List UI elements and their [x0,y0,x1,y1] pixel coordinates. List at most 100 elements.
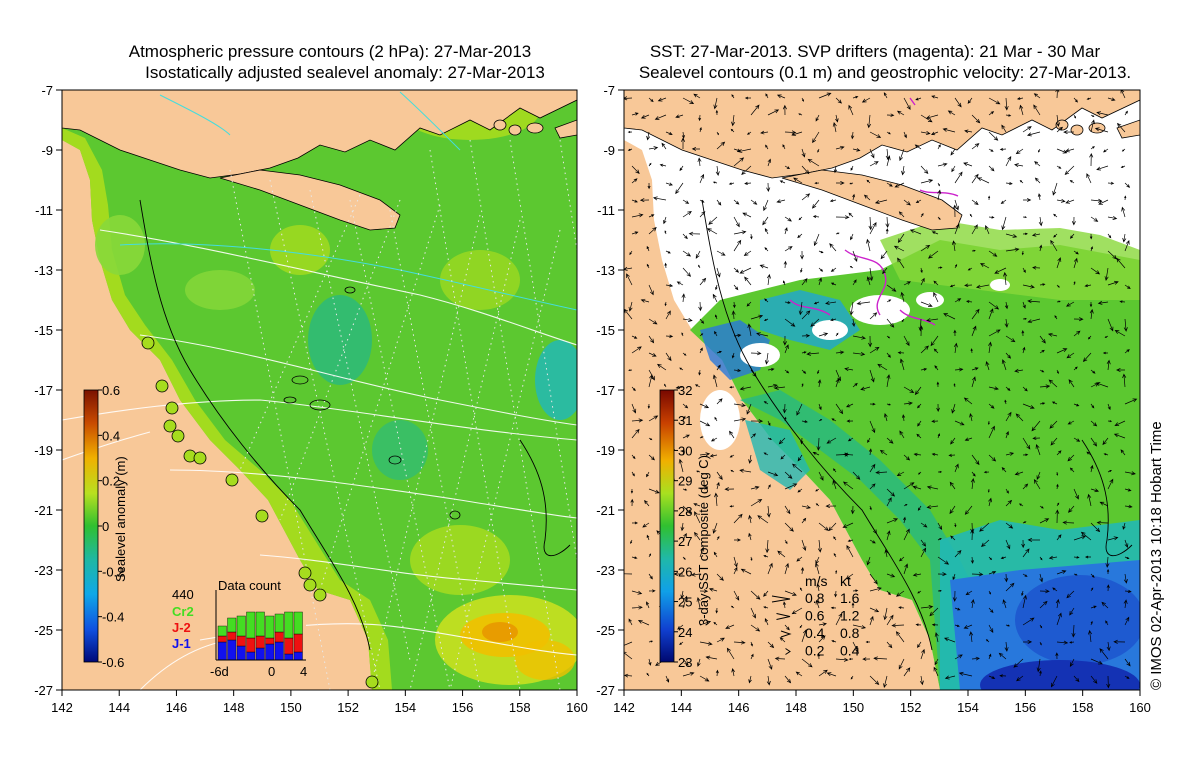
right-map [624,90,1140,690]
right-lat-tick: -23 [596,563,615,578]
sla-colorbar-label: Sealevel anomaly (m) [113,456,128,582]
velocity-kt-value: 0.4 [840,643,860,659]
inset-title: Data count [218,578,281,593]
inset-legend-j2: J-2 [172,620,191,635]
colorbar-tick: 0.2 [102,474,120,489]
left-lat-tick: -9 [41,143,53,158]
colorbar-tick: 0 [102,519,109,534]
velocity-unit-kt: kt [840,573,851,589]
left-title-line1: Atmospheric pressure contours (2 hPa): 2… [128,42,532,61]
svp-drifter-tracks [789,97,959,326]
colorbar-tick: 25 [678,595,692,610]
right-lat-tick: -27 [596,683,615,698]
inset-bar [217,625,227,637]
left-lon-tick: 146 [166,700,188,715]
left-lon-tick: 142 [51,700,73,715]
left-lon-tick: 144 [108,700,130,715]
colorbar-tick: 31 [678,413,692,428]
right-lat-tick: -13 [596,263,615,278]
velocity-kt-value: 1.2 [840,608,860,624]
velocity-kt-value: 1.6 [840,590,860,606]
right-lon-tick: 142 [613,700,635,715]
inset-xtick-0: -6d [210,664,229,679]
right-lon-tick: 150 [842,700,864,715]
left-lon-tick: 152 [337,700,359,715]
colorbar-tick: 30 [678,443,692,458]
inset-bar [274,631,284,643]
imos-credit: © IMOS 02-Apr-2013 10:18 Hobart Time [1148,421,1165,690]
inset-bar [255,635,265,649]
velocity-kt-value: 0.8 [840,625,860,641]
inset-xtick-1: 0 [268,664,275,679]
right-title-line1: SST: 27-Mar-2013. SVP drifters (magenta)… [649,42,1101,61]
inset-bar [246,651,256,661]
colorbar-tick: 24 [678,625,692,640]
inset-bar [284,611,294,639]
velocity-arrow-icon [785,648,791,655]
right-lat-tick: -21 [596,503,615,518]
inset-bar [284,653,294,661]
land-new-guinea [62,90,577,179]
inset-max-label: 440 [172,587,194,602]
colorbar-tick: 0.6 [102,383,120,398]
velocity-unit-ms: m/s [805,573,828,589]
right-lon-tick: 160 [1129,700,1151,715]
inset-bar [293,611,303,635]
left-lat-tick: -15 [34,323,53,338]
inset-bar [284,637,294,655]
velocity-legend: m/s kt 0.8 1.6 0.6 1.2 0.4 0.8 0.2 0.4 [771,573,860,659]
left-lon-tick: 154 [394,700,416,715]
left-lat-tick: -27 [34,683,53,698]
velocity-ms-value: 0.4 [805,625,825,641]
velocity-arrow-icon [776,613,791,620]
left-lat-tick: -19 [34,443,53,458]
right-lat-tick: -9 [603,143,615,158]
data-count-inset: Data count 440 Cr2 J-2 J-1 -6d 0 4 [172,578,307,679]
left-title-line2: Isostatically adjusted sealevel anomaly:… [145,63,545,82]
inset-bar [217,635,227,643]
left-lon-tick: 158 [509,700,531,715]
velocity-arrow-icon [780,630,792,638]
inset-bar [265,615,275,639]
velocity-ms-value: 0.2 [805,643,825,659]
sst-colorbar: 32 31 30 29 28 27 26 25 24 23 3-day SST composite… [659,383,711,670]
inset-bar [246,637,256,653]
colorbar-tick: 26 [678,564,692,579]
inset-bar [217,641,227,661]
colorbar-tick: -0.2 [102,564,124,579]
colorbar-tick: 27 [678,534,692,549]
right-lat-tick: -19 [596,443,615,458]
sla-colorbar: 0.6 0.4 0.2 0 -0.2 -0.4 -0.6 Sealevel anomaly … [83,383,128,670]
left-lat-tick: -13 [34,263,53,278]
colorbar-tick: 28 [678,504,692,519]
right-lat-tick: -25 [596,623,615,638]
inset-bar [265,643,275,661]
velocity-ms-value: 0.8 [805,590,825,606]
left-lat-tick: -17 [34,383,53,398]
left-lon-tick: 150 [280,700,302,715]
inset-bar [293,633,303,653]
velocity-ms-value: 0.6 [805,608,825,624]
inset-bar [236,635,246,647]
left-lat-tick: -23 [34,563,53,578]
right-lat-tick: -17 [596,383,615,398]
inset-legend-j1: J-1 [172,636,191,651]
colorbar-tick: 32 [678,383,692,398]
left-lat-tick: -7 [41,83,53,98]
inset-bar [274,613,284,633]
colorbar-tick: 23 [678,655,692,670]
left-lat-tick: -25 [34,623,53,638]
geostrophic-velocity-vectors [624,90,1138,689]
left-lon-tick: 160 [566,700,588,715]
right-lon-tick: 156 [1014,700,1036,715]
left-lat-tick: -11 [35,203,53,218]
right-lat-tick: -7 [603,83,615,98]
map-axes: -7 -9 -11 -13 -15 -17 -19 -21 -23 -25 -27 142 144 146… [34,83,1151,715]
left-lon-tick: 148 [223,700,245,715]
inset-bar [255,611,265,637]
right-lon-tick: 148 [785,700,807,715]
right-lon-tick: 152 [900,700,922,715]
sst-colorbar-label: 3-day SST composite (deg C) [696,455,711,626]
tide-gauge-markers [141,336,379,689]
